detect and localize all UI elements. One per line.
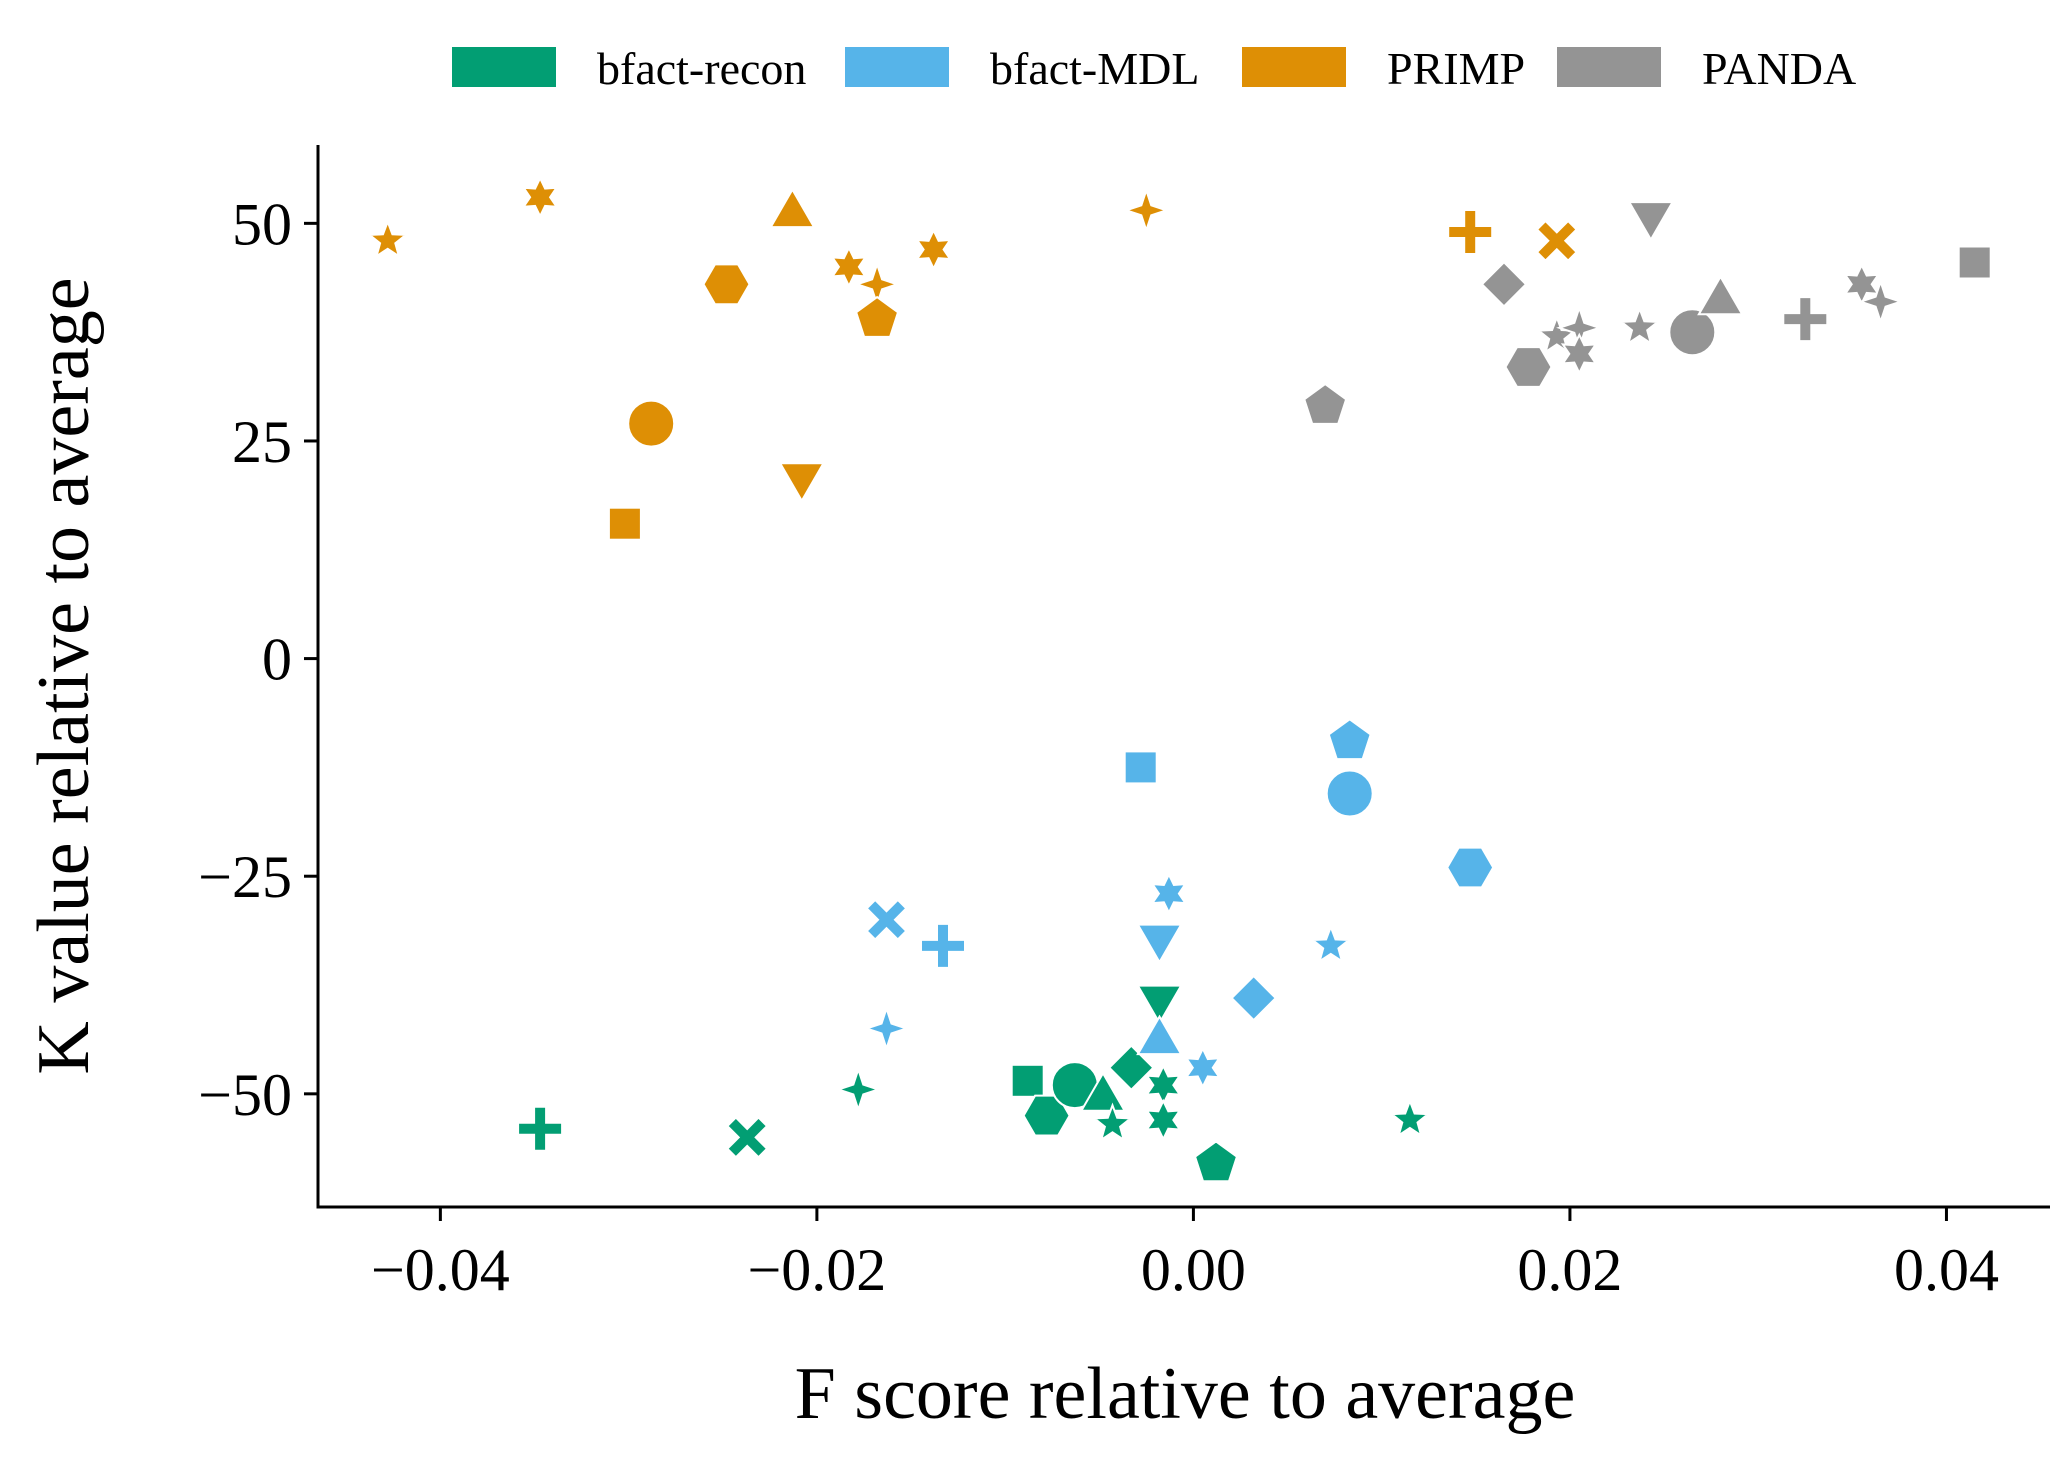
series-primp <box>366 175 1579 541</box>
data-point <box>863 1005 910 1052</box>
data-point <box>1627 201 1675 242</box>
data-point <box>1389 1098 1431 1138</box>
legend-swatch <box>452 47 556 87</box>
x-tick-label: 0.00 <box>1141 1237 1246 1303</box>
legend-label: bfact-MDL <box>990 43 1199 94</box>
data-point <box>1697 274 1744 316</box>
data-point <box>1144 1098 1182 1142</box>
y-tick-label: −25 <box>198 844 292 910</box>
data-point <box>607 506 642 541</box>
data-point <box>830 245 868 289</box>
data-point <box>627 399 676 448</box>
data-point <box>1136 923 1183 965</box>
legend-label: PRIMP <box>1387 43 1525 94</box>
x-tick-label: −0.02 <box>747 1237 886 1303</box>
x-tick-label: 0.02 <box>1517 1237 1622 1303</box>
x-tick-label: 0.04 <box>1894 1237 1999 1303</box>
data-point <box>778 462 826 503</box>
data-point <box>1184 1046 1222 1089</box>
legend-swatch <box>1242 47 1346 87</box>
data-point <box>1193 1140 1239 1183</box>
data-point <box>855 295 900 338</box>
data-point <box>920 922 966 969</box>
data-point <box>915 228 953 271</box>
legend-item: PRIMP <box>1242 43 1525 94</box>
data-point <box>1107 1044 1155 1092</box>
legend-item: PANDA <box>1557 43 1856 94</box>
ticks: −0.04 −0.02 0.00 0.02 0.04 50 25 0 −25 −50 <box>198 191 1999 1303</box>
data-point <box>1150 872 1188 915</box>
data-point <box>366 218 409 259</box>
data-point <box>1447 209 1494 255</box>
data-point <box>1857 278 1904 325</box>
data-point <box>702 263 751 306</box>
data-point <box>865 898 908 941</box>
y-axis-title: K value relative to average <box>23 277 105 1074</box>
legend-swatch <box>1557 47 1661 87</box>
y-tick-label: −50 <box>198 1062 292 1128</box>
data-point <box>1144 1063 1182 1107</box>
data-point <box>725 1116 769 1159</box>
data-point <box>1136 984 1183 1026</box>
data-point <box>1782 296 1829 343</box>
data-point <box>1560 332 1598 376</box>
data-point <box>521 175 559 219</box>
data-point <box>1079 1071 1127 1112</box>
data-point <box>1446 846 1495 889</box>
data-point <box>1310 924 1352 964</box>
series-panda <box>1303 201 1992 425</box>
data-point <box>1535 219 1579 263</box>
data-point <box>835 1066 882 1113</box>
data-point <box>1843 263 1881 306</box>
axes <box>316 145 2050 1209</box>
legend-label: PANDA <box>1702 43 1856 94</box>
data-point <box>1091 1102 1134 1142</box>
data-point <box>1010 1063 1045 1098</box>
data-point <box>517 1105 564 1152</box>
data-point <box>1230 974 1278 1022</box>
data-point <box>1504 346 1553 388</box>
data-point <box>1123 750 1158 785</box>
data-point <box>1136 1014 1183 1056</box>
data-point <box>1480 260 1528 308</box>
series-bfact-mdl <box>863 718 1495 1089</box>
y-tick-label: 25 <box>232 409 292 475</box>
data-point <box>1325 769 1374 818</box>
data-point <box>1327 718 1372 761</box>
y-tick-label: 50 <box>232 191 292 257</box>
legend: bfact-recon bfact-MDL PRIMP PANDA <box>452 43 1856 94</box>
legend-item: bfact-MDL <box>845 43 1199 94</box>
legend-label: bfact-recon <box>597 43 806 94</box>
y-tick-label: 0 <box>262 627 292 693</box>
legend-item: bfact-recon <box>452 43 806 94</box>
series-bfact-recon <box>517 984 1431 1183</box>
data-point <box>1123 187 1170 234</box>
data-point <box>1957 245 1992 280</box>
data-point <box>769 187 816 229</box>
data-point <box>1303 382 1348 425</box>
data-point <box>1618 305 1661 346</box>
data-point <box>1668 308 1717 357</box>
data-points <box>366 175 1992 1183</box>
legend-swatch <box>845 47 949 87</box>
x-axis-title: F score relative to average <box>795 1353 1576 1435</box>
x-tick-label: −0.04 <box>371 1237 510 1303</box>
